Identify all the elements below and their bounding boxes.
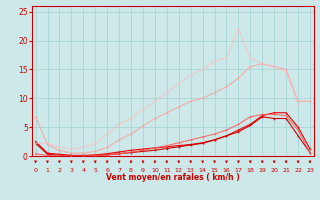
X-axis label: Vent moyen/en rafales ( km/h ): Vent moyen/en rafales ( km/h ) <box>106 174 240 183</box>
